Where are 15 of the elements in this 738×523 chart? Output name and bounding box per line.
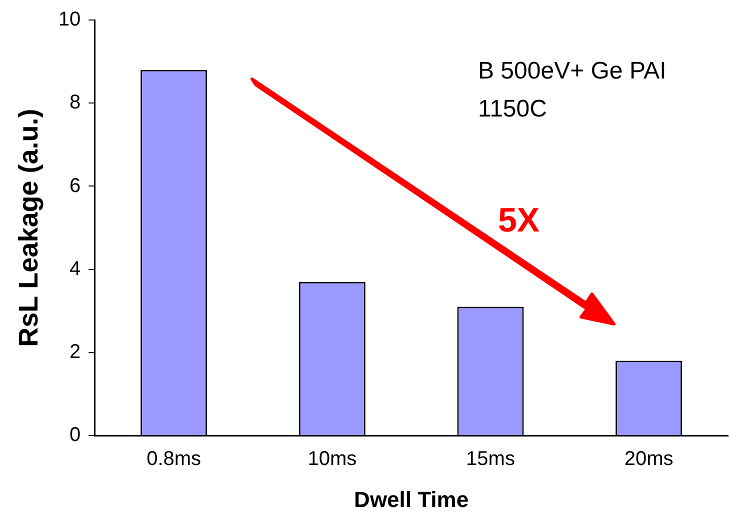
annotation: 1150C [478, 96, 547, 123]
y-tick-label: 6 [70, 174, 81, 197]
x-tick-label: 0.8ms [146, 448, 202, 470]
x-tick-label: 10ms [308, 448, 357, 470]
y-tick-label: 0 [70, 424, 81, 446]
annotation: 5X [498, 201, 540, 240]
x-axis-title: Dwell Time [354, 486, 469, 512]
y-axis-title: RsL Leakage (a.u.) [14, 108, 44, 347]
y-tick-label: 4 [70, 258, 81, 280]
x-tick-label: 20ms [624, 448, 674, 470]
x-tick-label: 15ms [466, 448, 515, 470]
y-tick-label: 10 [58, 8, 81, 31]
annotation: B 500eV+ Ge PAI [478, 58, 666, 85]
y-tick-label: 8 [70, 92, 81, 114]
y-tick-label: 2 [70, 340, 81, 363]
